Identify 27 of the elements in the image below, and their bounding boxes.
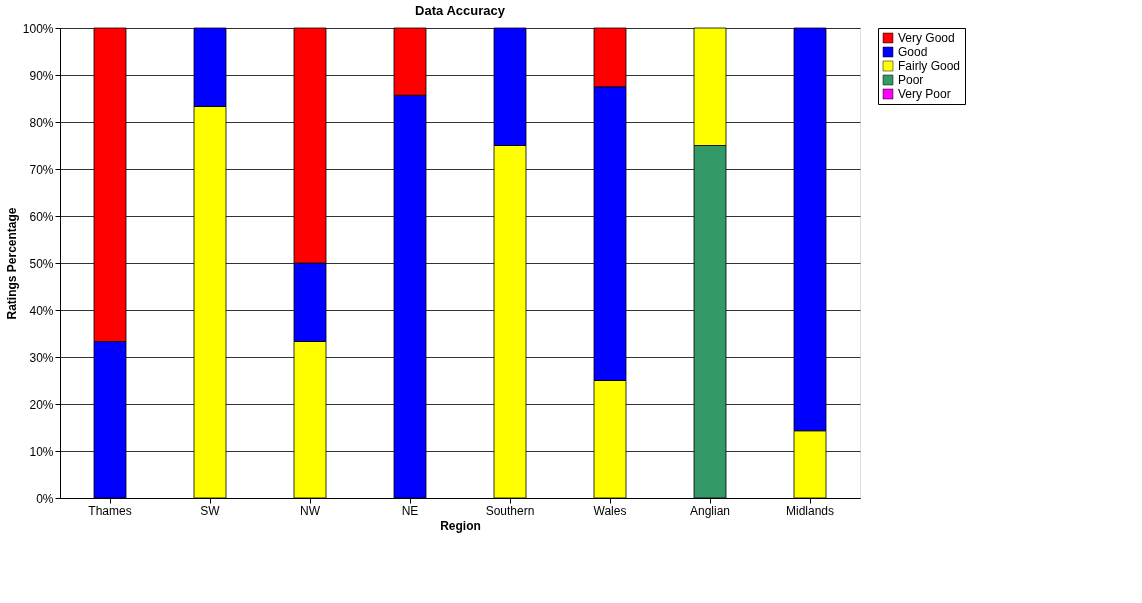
- y-tick-label: 0%: [36, 491, 54, 506]
- y-tick-label: 100%: [22, 21, 54, 36]
- y-tick-label: 60%: [29, 209, 54, 224]
- x-tick-label: SW: [200, 503, 221, 518]
- y-tick-label: 70%: [29, 162, 54, 177]
- legend-label: Very Poor: [898, 87, 951, 101]
- y-tick-label: 20%: [29, 397, 54, 412]
- y-tick-label: 90%: [29, 68, 54, 83]
- legend-label: Good: [898, 45, 928, 59]
- legend-label: Poor: [898, 73, 924, 87]
- x-tick-label: NE: [401, 503, 419, 518]
- x-tick-label: NW: [300, 503, 321, 518]
- y-tick-label: 50%: [29, 256, 54, 271]
- x-tick-label: Thames: [88, 503, 132, 518]
- x-axis-title: Region: [440, 518, 481, 533]
- y-tick-label: 40%: [29, 303, 54, 318]
- y-tick-label: 30%: [29, 350, 54, 365]
- x-tick-label: Wales: [593, 503, 627, 518]
- y-tick-label: 80%: [29, 115, 54, 130]
- chart-title: Data Accuracy: [415, 3, 506, 18]
- legend-label: Fairly Good: [898, 59, 961, 73]
- y-tick-label: 10%: [29, 444, 54, 459]
- x-tick-label: Anglian: [689, 503, 731, 518]
- y-axis-title: Ratings Percentage: [4, 207, 19, 320]
- legend-label: Very Good: [898, 31, 955, 45]
- x-tick-label: Midlands: [785, 503, 835, 518]
- x-tick-label: Southern: [485, 503, 535, 518]
